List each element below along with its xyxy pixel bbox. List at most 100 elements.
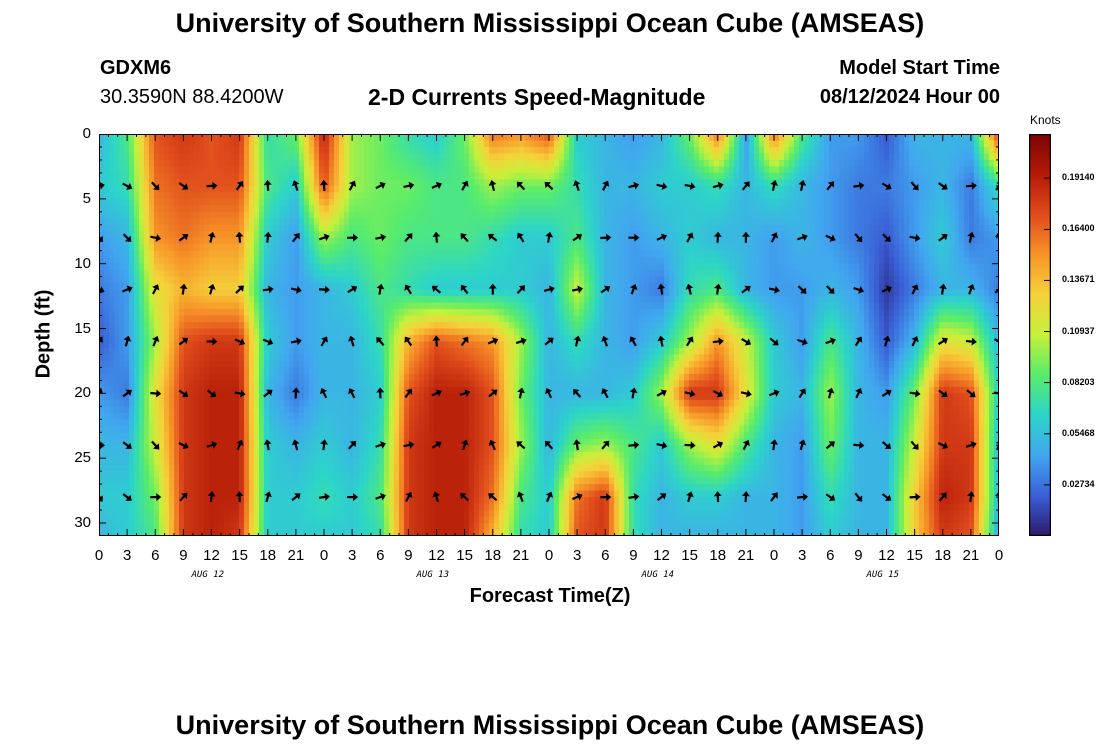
heatmap-cell [954, 153, 960, 160]
heatmap-cell [234, 309, 240, 316]
heatmap-cell [299, 134, 305, 141]
heatmap-cell [389, 303, 395, 310]
heatmap-cell [674, 218, 680, 225]
heatmap-cell [484, 205, 490, 212]
heatmap-cell [414, 205, 420, 212]
heatmap-cell [744, 140, 750, 147]
heatmap-cell [334, 140, 340, 147]
heatmap-cell [824, 264, 830, 271]
heatmap-cell [364, 199, 370, 206]
heatmap-cell [929, 147, 935, 154]
heatmap-cell [194, 173, 200, 180]
heatmap-cell [354, 251, 360, 258]
heatmap-cell [679, 166, 685, 173]
heatmap-cell [209, 153, 215, 160]
heatmap-cell [504, 134, 510, 141]
heatmap-cell [894, 303, 900, 310]
heatmap-cell [919, 283, 925, 290]
heatmap-cell [284, 218, 290, 225]
heatmap-cell [739, 303, 745, 310]
heatmap-cell [989, 270, 995, 277]
heatmap-cell [689, 199, 695, 206]
heatmap-cell [214, 192, 220, 199]
heatmap-cell [359, 264, 365, 271]
heatmap-cell [159, 153, 165, 160]
heatmap-cell [944, 296, 950, 303]
heatmap-cell [774, 264, 780, 271]
heatmap-cell [364, 160, 370, 167]
heatmap-cell [764, 283, 770, 290]
heatmap-cell [429, 218, 435, 225]
heatmap-cell [834, 205, 840, 212]
heatmap-cell [424, 290, 430, 297]
heatmap-cell [959, 283, 965, 290]
heatmap-cell [269, 212, 275, 219]
heatmap-cell [594, 303, 600, 310]
heatmap-cell [629, 296, 635, 303]
heatmap-cell [214, 173, 220, 180]
heatmap-cell [224, 186, 230, 193]
heatmap-cell [679, 290, 685, 297]
heatmap-cell [874, 238, 880, 245]
heatmap-cell [569, 296, 575, 303]
heatmap-cell [379, 173, 385, 180]
heatmap-cell [474, 147, 480, 154]
heatmap-cell [489, 166, 495, 173]
heatmap-cell [384, 153, 390, 160]
heatmap-cell [894, 212, 900, 219]
heatmap-cell [244, 277, 250, 284]
heatmap-cell [384, 270, 390, 277]
heatmap-cell [564, 225, 570, 232]
heatmap-cell [189, 309, 195, 316]
heatmap-cell [969, 199, 975, 206]
heatmap-cell [679, 264, 685, 271]
heatmap-cell [469, 231, 475, 238]
heatmap-cell [264, 277, 270, 284]
heatmap-cell [384, 296, 390, 303]
heatmap-cell [714, 166, 720, 173]
heatmap-cell [639, 166, 645, 173]
heatmap-cell [804, 160, 810, 167]
heatmap-cell [644, 147, 650, 154]
heatmap-cell [389, 296, 395, 303]
heatmap-cell [824, 244, 830, 251]
heatmap-cell [924, 296, 930, 303]
heatmap-cell [834, 244, 840, 251]
heatmap-cell [924, 134, 930, 141]
heatmap-cell [239, 270, 245, 277]
heatmap-cell [529, 238, 535, 245]
heatmap-cell [649, 277, 655, 284]
heatmap-cell [574, 212, 580, 219]
heatmap-cell [794, 205, 800, 212]
heatmap-cell [939, 270, 945, 277]
heatmap-cell [799, 303, 805, 310]
heatmap-cell [654, 225, 660, 232]
heatmap-cell [739, 173, 745, 180]
heatmap-cell [699, 153, 705, 160]
heatmap-cell [629, 160, 635, 167]
heatmap-cell [154, 309, 160, 316]
heatmap-cell [819, 153, 825, 160]
heatmap-cell [564, 231, 570, 238]
heatmap-cell [129, 147, 135, 154]
heatmap-cell [224, 244, 230, 251]
heatmap-cell [604, 251, 610, 258]
heatmap-cell [234, 140, 240, 147]
heatmap-cell [254, 296, 260, 303]
heatmap-cell [954, 257, 960, 264]
heatmap-cell [324, 225, 330, 232]
heatmap-cell [934, 257, 940, 264]
heatmap-cell [489, 225, 495, 232]
heatmap-cell [929, 153, 935, 160]
heatmap-cell [329, 212, 335, 219]
heatmap-cell [564, 244, 570, 251]
heatmap-cell [164, 205, 170, 212]
heatmap-cell [584, 296, 590, 303]
heatmap-cell [409, 205, 415, 212]
heatmap-cell [154, 173, 160, 180]
heatmap-cell [919, 166, 925, 173]
heatmap-cell [509, 179, 515, 186]
heatmap-cell [349, 192, 355, 199]
heatmap-cell [109, 238, 115, 245]
heatmap-cell [384, 199, 390, 206]
